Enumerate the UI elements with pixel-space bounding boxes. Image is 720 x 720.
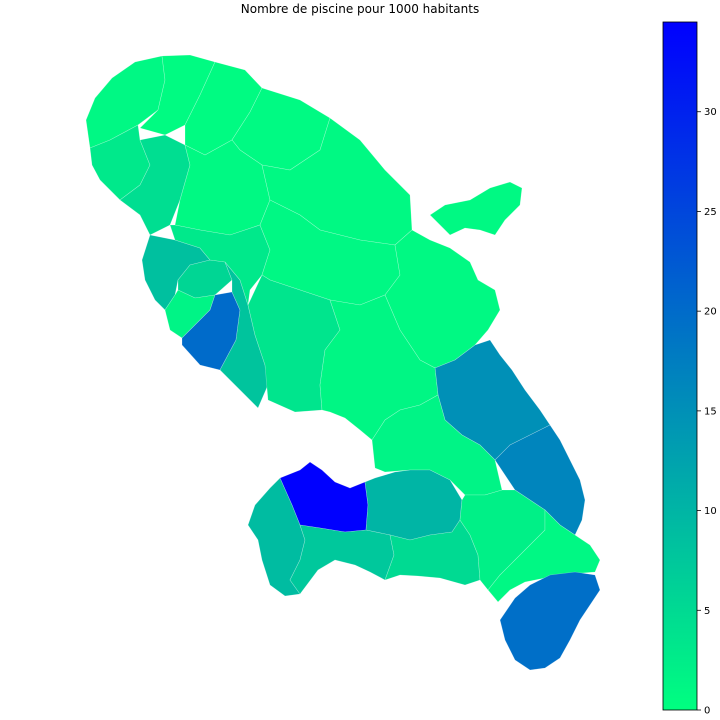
region-west-coast-mid bbox=[141, 234, 211, 311]
colorbar-tick-label: 15 bbox=[704, 406, 717, 417]
colorbar-gradient bbox=[662, 21, 698, 711]
region-center-south-2 bbox=[371, 394, 503, 496]
region-north-tip bbox=[139, 54, 216, 136]
colorbar-ticks: 0 5 10 15 20 25 30 bbox=[697, 107, 717, 717]
region-south-central bbox=[364, 469, 463, 541]
map-title: Nombre de piscine pour 1000 habitants bbox=[240, 2, 480, 16]
colorbar-tick-label: 30 bbox=[704, 107, 717, 118]
region-south-west-lower bbox=[289, 524, 395, 595]
region-west-blue bbox=[181, 291, 241, 371]
region-north-west-inland bbox=[119, 134, 191, 236]
colorbar-tick-label: 25 bbox=[704, 207, 717, 218]
region-east-peninsula bbox=[429, 181, 523, 236]
region-south-tip bbox=[499, 571, 601, 671]
region-south-east-coast bbox=[487, 509, 601, 603]
colorbar-tick-label: 20 bbox=[704, 307, 717, 318]
colorbar-tick-label: 0 bbox=[704, 706, 710, 717]
colorbar: 0 5 10 15 20 25 30 bbox=[662, 21, 717, 717]
colorbar-tick-label: 5 bbox=[704, 606, 710, 617]
colorbar-tick-label: 10 bbox=[704, 506, 717, 517]
map-regions bbox=[85, 54, 601, 671]
region-fort-de-france-north bbox=[219, 261, 269, 409]
